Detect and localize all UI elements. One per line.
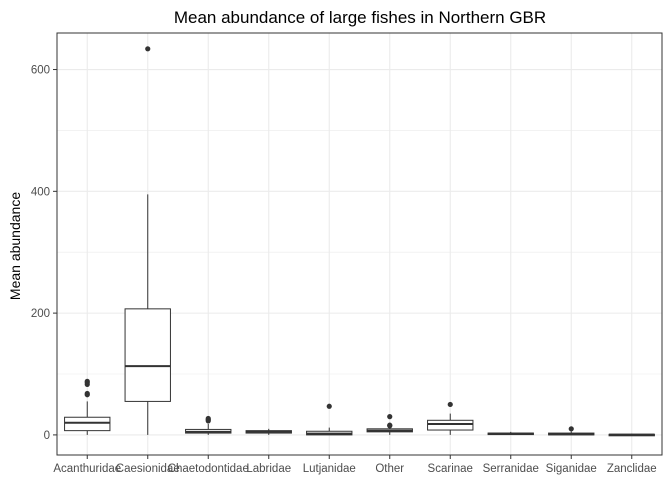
outlier-point [84,378,90,384]
box [124,308,171,402]
x-tick-label: Acanthuridae [53,463,121,475]
y-tick-label: 600 [31,65,50,77]
chart-title: Mean abundance of large fishes in Northe… [174,8,546,27]
x-tick-label: Zanclidae [607,463,657,475]
x-tick-label: Labridae [246,463,291,475]
y-tick-label: 400 [31,186,50,198]
box [64,416,111,432]
x-tick-label: Siganidae [546,463,597,475]
y-axis-label: Mean abundance [7,192,23,300]
box [427,419,474,431]
outlier-point [205,415,211,422]
panel-border [56,32,663,456]
x-tick-label: Lutjanidae [303,463,356,475]
outlier-point [326,403,332,409]
plot-panel: 0 200 400 600 AcanthuridaeCaesionidaeChaetod… [31,32,663,475]
outlier-point [387,422,393,428]
outlier-point [387,414,393,420]
outlier-point [447,401,453,408]
x-tick-label: Serranidae [483,463,539,475]
outlier-point [145,46,151,52]
x-tick-label: Caesionidae [116,463,180,475]
x-tick-label: Scarinae [428,463,473,475]
y-tick-label: 200 [31,308,50,320]
x-tick-label: Chaetodontidae [168,463,249,475]
outlier-point [84,390,90,397]
outlier-point [568,426,574,432]
y-tick-label: 0 [44,430,50,442]
x-tick-label: Other [375,463,404,475]
